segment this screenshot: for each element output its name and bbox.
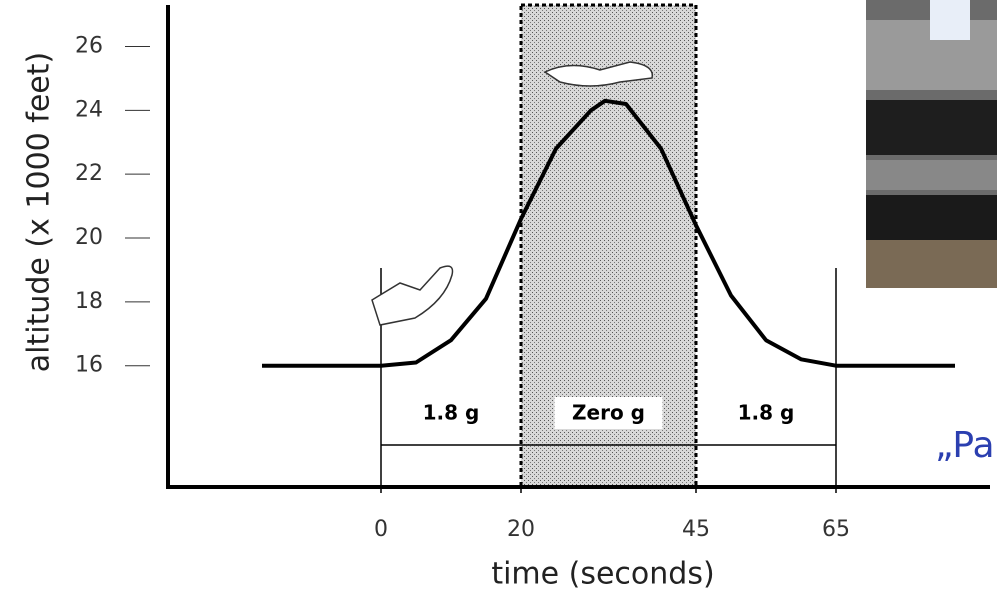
x-axis-label: time (seconds) xyxy=(491,557,714,592)
y-tick-label: 20 xyxy=(75,225,103,250)
phase-label: 1.8 g xyxy=(738,401,795,425)
y-tick-label: 24 xyxy=(75,97,103,122)
x-tick-label: 0 xyxy=(374,517,388,542)
label-box xyxy=(554,397,663,429)
x-tick-label: 20 xyxy=(507,517,535,542)
y-tick-label: 18 xyxy=(75,289,103,314)
annotation: „Pa xyxy=(935,425,995,466)
phase-label: Zero g xyxy=(572,401,645,425)
phase-label: 1.8 g xyxy=(423,401,480,425)
x-tick-label: 45 xyxy=(682,517,710,542)
y-tick-label: 22 xyxy=(75,161,103,186)
altitude-line xyxy=(262,98,955,368)
plane-icon xyxy=(543,61,654,87)
y-axis-label: altitude (x 1000 feet) xyxy=(22,52,57,372)
y-tick-label: 26 xyxy=(75,33,103,58)
photo xyxy=(866,0,997,288)
x-tick-label: 65 xyxy=(822,517,850,542)
plane-icon xyxy=(371,265,454,326)
y-tick-label: 16 xyxy=(75,353,103,378)
